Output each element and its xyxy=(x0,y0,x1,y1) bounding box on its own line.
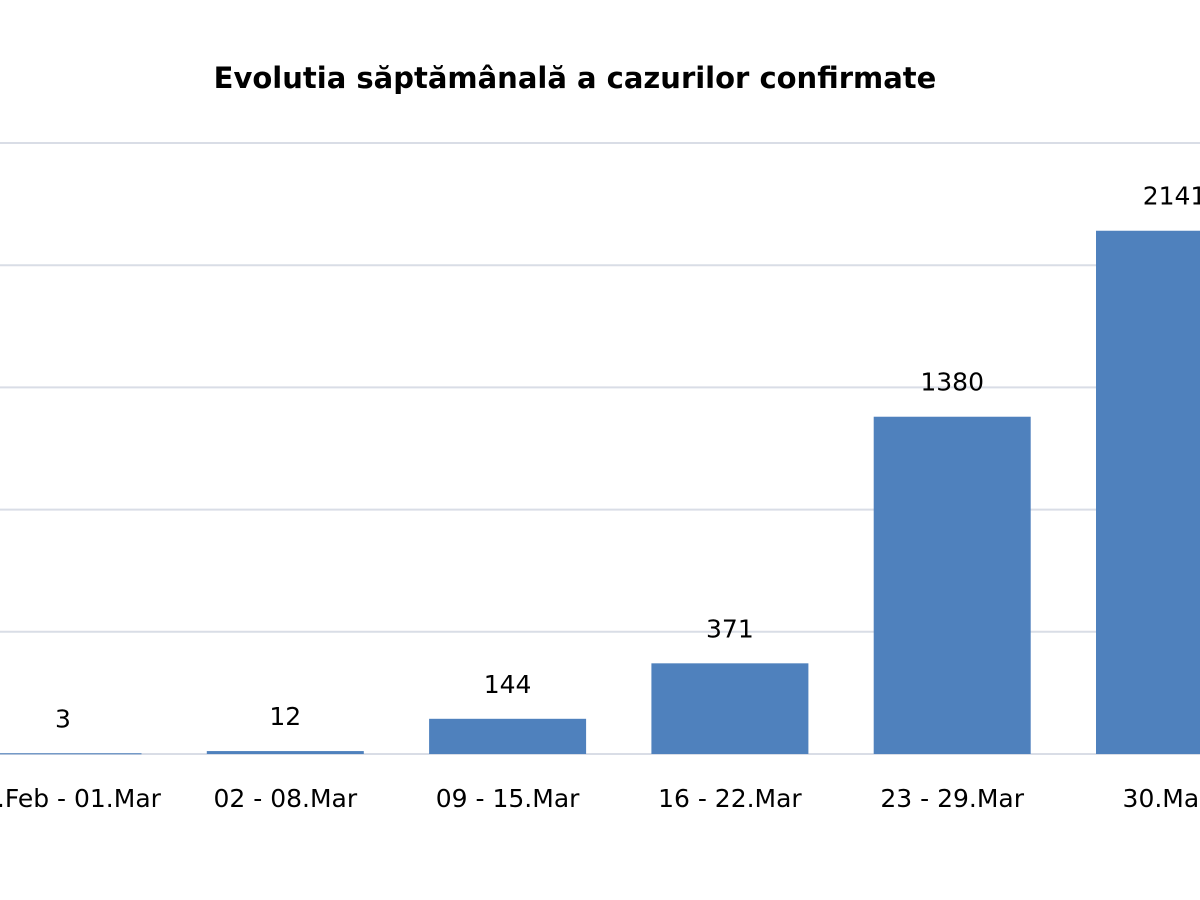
x-tick-label: 30.Mar - xyxy=(1122,784,1200,813)
bar xyxy=(206,751,364,754)
value-label: 12 xyxy=(269,702,301,731)
bar xyxy=(429,718,587,754)
value-label: 371 xyxy=(706,614,754,643)
bar xyxy=(1096,230,1200,754)
bar xyxy=(651,663,809,754)
value-label: 144 xyxy=(484,670,532,699)
x-tick-label: 23 - 29.Mar xyxy=(880,784,1025,813)
bar xyxy=(873,416,1031,754)
x-tick-label: 16 - 22.Mar xyxy=(658,784,802,813)
value-label: 3 xyxy=(55,704,71,733)
bar xyxy=(0,753,142,755)
x-tick-label: 26.Feb - 01.Mar xyxy=(0,784,161,813)
chart-title: Evolutia săptămânală a cazurilor confirm… xyxy=(214,61,937,95)
value-label: 1380 xyxy=(920,368,984,397)
x-tick-label: 02 - 08.Mar xyxy=(213,784,358,813)
x-tick-label: 09 - 15.Mar xyxy=(435,784,580,813)
value-label: 2141 xyxy=(1143,182,1200,211)
